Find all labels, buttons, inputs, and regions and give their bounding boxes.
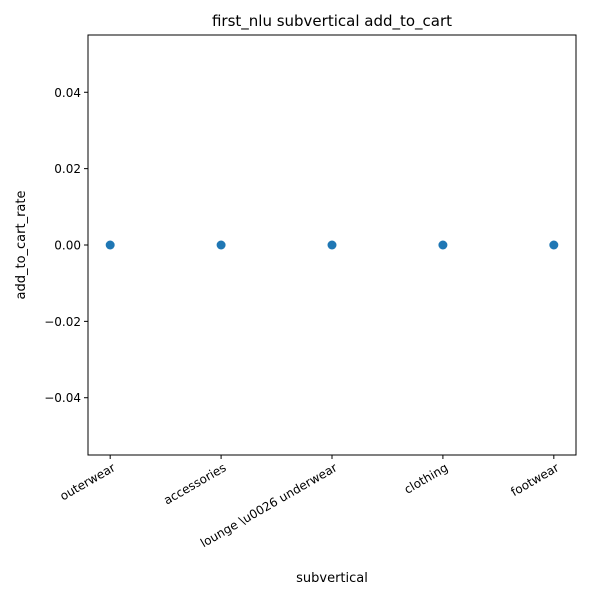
chart-title: first_nlu subvertical add_to_cart bbox=[212, 12, 452, 31]
y-axis: −0.04 −0.02 0.00 0.02 0.04 bbox=[44, 86, 88, 405]
data-point-lounge-u0026-underwear bbox=[327, 240, 337, 250]
data-points bbox=[105, 240, 559, 250]
y-tick-label: 0.02 bbox=[54, 162, 81, 176]
x-tick-label: clothing bbox=[402, 460, 451, 496]
y-axis-label: add_to_cart_rate bbox=[14, 191, 29, 300]
data-point-clothing bbox=[438, 240, 448, 250]
x-tick-label: footwear bbox=[508, 460, 561, 499]
data-point-outerwear bbox=[105, 240, 115, 250]
data-point-accessories bbox=[216, 240, 226, 250]
y-tick-label: −0.02 bbox=[44, 315, 81, 329]
x-axis-label: subvertical bbox=[296, 571, 368, 586]
x-tick-label: outerwear bbox=[57, 460, 117, 503]
y-tick-label: −0.04 bbox=[44, 391, 81, 405]
data-point-footwear bbox=[549, 240, 559, 250]
y-tick-label: 0.04 bbox=[54, 86, 81, 100]
x-tick-label: accessories bbox=[161, 460, 228, 507]
y-tick-label: 0.00 bbox=[54, 239, 81, 253]
